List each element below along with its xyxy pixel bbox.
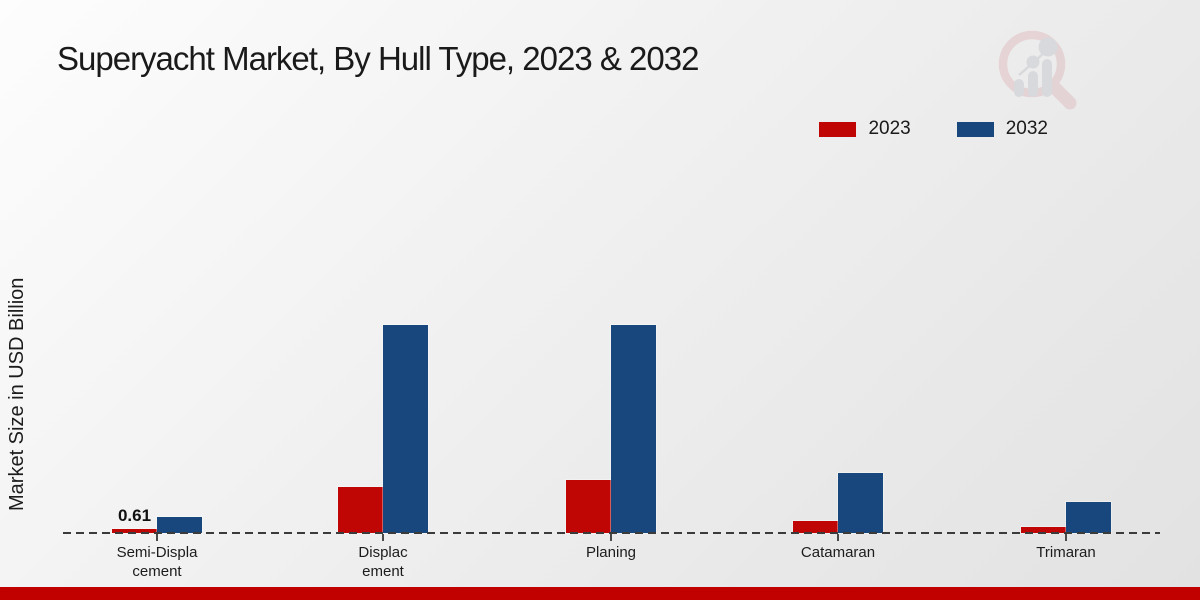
x-axis-category-label-catamaran: Catamaran — [800, 544, 876, 561]
legend-item-2032: 2032 — [956, 118, 1048, 140]
x-axis-category-label-semi-displacement: Semi-Displa cement — [116, 544, 198, 580]
magnifier-bar-chart-logo-icon — [998, 30, 1077, 110]
legend-label-2023: 2023 — [868, 118, 911, 139]
footer-accent-bar — [0, 587, 1200, 600]
x-axis-tick — [837, 534, 839, 541]
bar-2032-semi-displacement — [157, 516, 202, 533]
x-axis-category-label-displacement: Displac ement — [358, 544, 408, 580]
bar-2023-semi-displacement — [112, 529, 157, 533]
legend-item-2023: 2023 — [819, 118, 911, 140]
bar-2032-planing — [611, 324, 656, 533]
bar-2023-trimaran — [1021, 527, 1066, 533]
chart-title: Superyacht Market, By Hull Type, 2023 & … — [57, 40, 699, 77]
x-axis-tick — [382, 534, 384, 541]
bar-2032-catamaran — [838, 473, 883, 533]
bar-2023-catamaran — [793, 521, 838, 533]
bar-2023-planing — [566, 480, 611, 533]
x-axis-tick — [156, 534, 158, 541]
bar-2023-displacement — [338, 486, 383, 533]
x-axis-tick — [610, 534, 612, 541]
x-axis-tick — [1065, 534, 1067, 541]
x-axis-category-label-trimaran: Trimaran — [1036, 544, 1096, 561]
bar-2032-trimaran — [1066, 501, 1111, 533]
x-axis-dashed-baseline — [63, 532, 1160, 534]
x-axis-category-label-planing: Planing — [585, 544, 637, 561]
bar-2032-displacement — [383, 324, 428, 533]
legend-swatch-2032 — [956, 121, 994, 137]
legend-swatch-2023 — [819, 121, 857, 137]
bar-value-label: 0.61 — [117, 506, 152, 526]
legend-label-2032: 2032 — [1005, 118, 1048, 139]
legend: 2023 2032 — [819, 118, 1048, 140]
